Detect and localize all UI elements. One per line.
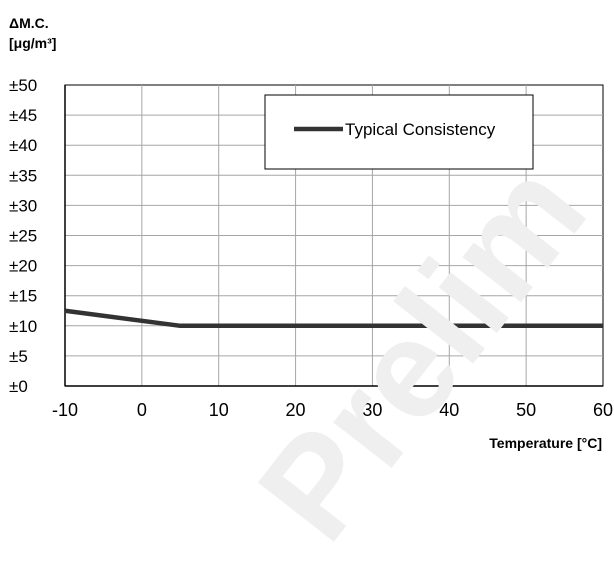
x-tick-label: -10 bbox=[52, 400, 78, 420]
y-tick-labels: ±0 ±5 ±10 ±15 ±20 ±25 ±30 ±35 ±40 ±45 ±50 bbox=[9, 76, 37, 396]
series-line bbox=[64, 308, 603, 329]
chart: ±0 ±5 ±10 ±15 ±20 ±25 ±30 ±35 ±40 ±45 ±50 -10 0 10 20… bbox=[9, 76, 613, 420]
y-tick-label: ±50 bbox=[9, 76, 37, 95]
y-axis-label-line2: [μg/m³] bbox=[9, 35, 57, 51]
y-tick-label: ±45 bbox=[9, 106, 37, 125]
x-tick-label: 50 bbox=[516, 400, 536, 420]
y-tick-label: ±20 bbox=[9, 257, 37, 276]
x-axis-label: Temperature [°C] bbox=[489, 435, 602, 451]
y-tick-label: ±5 bbox=[9, 347, 28, 366]
y-tick-label: ±0 bbox=[9, 377, 28, 396]
y-tick-label: ±10 bbox=[9, 317, 37, 336]
x-tick-label: 10 bbox=[209, 400, 229, 420]
y-tick-label: ±35 bbox=[9, 166, 37, 185]
legend-box bbox=[264, 94, 534, 170]
plot-area bbox=[64, 308, 603, 329]
x-tick-labels: -10 0 10 20 30 40 50 60 bbox=[52, 400, 613, 420]
y-tick-label: ±40 bbox=[9, 136, 37, 155]
y-tick-label: ±25 bbox=[9, 227, 37, 246]
y-tick-label: ±30 bbox=[9, 196, 37, 215]
x-tick-label: 30 bbox=[362, 400, 382, 420]
x-tick-label: 0 bbox=[137, 400, 147, 420]
legend: Typical Consistency bbox=[264, 94, 534, 170]
y-axis-label-line1: ΔM.C. bbox=[9, 15, 49, 31]
y-tick-label: ±15 bbox=[9, 287, 37, 306]
x-tick-label: 40 bbox=[439, 400, 459, 420]
x-tick-label: 60 bbox=[593, 400, 613, 420]
legend-label: Typical Consistency bbox=[345, 120, 496, 139]
x-tick-label: 20 bbox=[286, 400, 306, 420]
